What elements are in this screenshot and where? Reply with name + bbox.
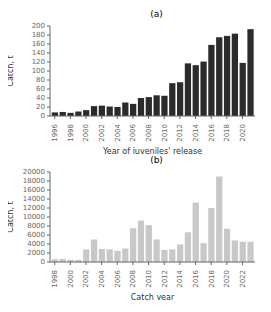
svg-text:0: 0	[41, 112, 45, 120]
svg-text:14000: 14000	[23, 195, 45, 203]
svg-text:160: 160	[32, 40, 45, 48]
svg-text:1998: 1998	[51, 270, 59, 288]
svg-text:2014: 2014	[192, 123, 200, 141]
svg-text:1998: 1998	[67, 124, 75, 142]
svg-text:2008: 2008	[145, 124, 153, 142]
svg-text:2016: 2016	[208, 123, 216, 141]
svg-text:60: 60	[36, 85, 45, 93]
html-text:(a): (a)	[150, 9, 163, 19]
svg-text:2000: 2000	[27, 249, 45, 257]
svg-text:2004: 2004	[98, 269, 106, 287]
svg-text:80: 80	[36, 76, 45, 84]
svg-text:2020: 2020	[223, 270, 231, 288]
svg-text:6000: 6000	[27, 231, 45, 239]
svg-text:2012: 2012	[176, 124, 184, 142]
svg-text:2000: 2000	[82, 124, 90, 142]
svg-text:2006: 2006	[114, 269, 122, 287]
html-text:(b): (b)	[150, 155, 163, 165]
svg-text:Catch, t: Catch, t	[8, 201, 15, 232]
svg-text:2022: 2022	[239, 270, 247, 288]
svg-text:20: 20	[36, 103, 45, 111]
svg-text:2002: 2002	[98, 124, 106, 142]
svg-text:2020: 2020	[239, 124, 247, 142]
svg-text:2000: 2000	[67, 270, 75, 288]
svg-text:Year of juveniles' release: Year of juveniles' release	[102, 147, 202, 154]
svg-text:18000: 18000	[23, 177, 45, 185]
svg-text:4000: 4000	[27, 240, 45, 248]
svg-text:120: 120	[32, 58, 45, 66]
svg-text:2016: 2016	[192, 269, 200, 287]
svg-text:2004: 2004	[114, 123, 122, 141]
svg-text:12000: 12000	[23, 204, 45, 212]
svg-text:2014: 2014	[176, 269, 184, 287]
svg-text:2018: 2018	[208, 270, 216, 288]
svg-text:40: 40	[36, 94, 45, 102]
svg-text:10000: 10000	[23, 213, 45, 221]
svg-text:140: 140	[32, 49, 45, 57]
svg-text:0: 0	[41, 258, 45, 266]
svg-text:2010: 2010	[161, 124, 169, 142]
svg-text:200: 200	[32, 22, 45, 30]
svg-text:Catch, t: Catch, t	[8, 55, 15, 86]
svg-text:20000: 20000	[23, 168, 45, 176]
svg-text:2018: 2018	[223, 124, 231, 142]
svg-text:2008: 2008	[129, 270, 137, 288]
svg-text:2002: 2002	[82, 270, 90, 288]
svg-text:16000: 16000	[23, 186, 45, 194]
svg-text:2010: 2010	[145, 270, 153, 288]
svg-text:8000: 8000	[27, 222, 45, 230]
svg-text:100: 100	[32, 67, 45, 75]
svg-text:2012: 2012	[161, 270, 169, 288]
svg-text:180: 180	[32, 31, 45, 39]
svg-text:1996: 1996	[51, 123, 59, 141]
svg-text:2006: 2006	[129, 123, 137, 141]
svg-text:Catch year: Catch year	[131, 293, 175, 300]
